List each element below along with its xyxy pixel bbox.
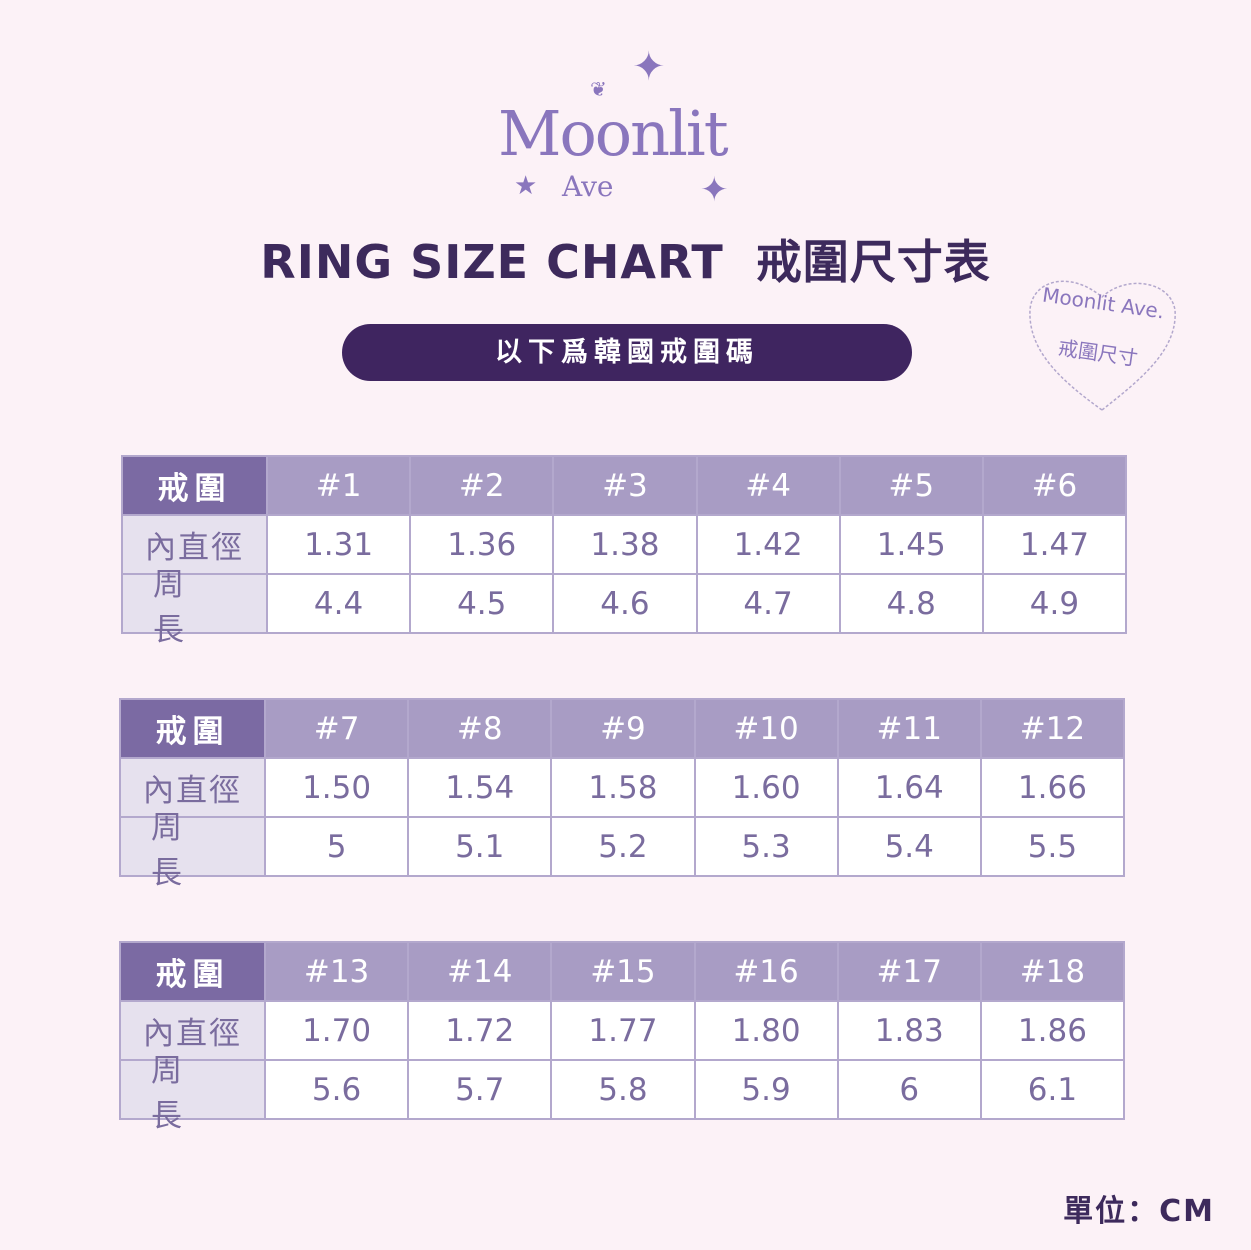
size-header-cell: #1 <box>268 457 410 514</box>
logo-sub: Ave <box>562 170 614 203</box>
diameter-cell: 1.50 <box>266 759 408 816</box>
circumference-cell: 4.8 <box>840 575 982 632</box>
size-header-cell: #8 <box>409 700 551 757</box>
diameter-cell: 1.58 <box>552 759 694 816</box>
heart-outline-icon <box>1029 280 1176 411</box>
row-label-diameter: 內直徑 <box>121 1002 264 1059</box>
circumference-cell: 6.1 <box>981 1061 1123 1118</box>
diameter-cell: 1.80 <box>695 1002 837 1059</box>
star-icon: ★ <box>514 171 538 201</box>
diameter-cell: 1.54 <box>409 759 551 816</box>
size-header-cell: #6 <box>983 457 1125 514</box>
diameter-cell: 1.42 <box>697 516 839 573</box>
row-label-size: 戒圍 <box>123 457 266 514</box>
butterfly-icon: ❦ <box>590 77 607 101</box>
diameter-cell: 1.83 <box>838 1002 980 1059</box>
logo-word: Moonlit <box>498 97 729 170</box>
circumference-cell: 5.2 <box>552 818 694 875</box>
row-label-size: 戒圍 <box>121 943 264 1000</box>
title-en: RING SIZE CHART <box>260 235 724 289</box>
row-label-size: 戒圍 <box>121 700 264 757</box>
size-header-cell: #3 <box>554 457 696 514</box>
size-table-2: 戒圍 #7 #8 #9 #10 #11 #12 內直徑 1.50 1.54 1.58 1.60 1.64… <box>119 698 1125 891</box>
circumference-cell: 5.1 <box>409 818 551 875</box>
circumference-cell: 4.6 <box>554 575 696 632</box>
size-header-cell: #7 <box>266 700 408 757</box>
size-header-cell: #10 <box>695 700 837 757</box>
circumference-cell: 5.9 <box>695 1061 837 1118</box>
circumference-cell: 5.4 <box>838 818 980 875</box>
size-header-cell: #16 <box>695 943 837 1000</box>
size-header-cell: #9 <box>552 700 694 757</box>
circumference-cell: 5.7 <box>409 1061 551 1118</box>
circumference-cell: 4.5 <box>411 575 553 632</box>
diameter-cell: 1.38 <box>554 516 696 573</box>
moonlit-ave-logo: ✦ ✦ ★ ❦ Moonlit Ave <box>490 45 760 215</box>
circumference-cell: 5.8 <box>552 1061 694 1118</box>
circumference-cell: 6 <box>838 1061 980 1118</box>
circumference-cell: 5.3 <box>695 818 837 875</box>
heart-stamp: Moonlit Ave. 戒圍尺寸 <box>1020 265 1185 415</box>
row-label-circumference: 周長 <box>121 810 264 891</box>
row-label-circumference: 周長 <box>121 1053 264 1134</box>
size-header-cell: #11 <box>838 700 980 757</box>
size-header-cell: #2 <box>411 457 553 514</box>
sparkle-icon: ✦ <box>632 44 666 90</box>
korean-size-banner: 以下爲韓國戒圍碼 <box>342 324 912 381</box>
size-header-cell: #4 <box>697 457 839 514</box>
diameter-cell: 1.72 <box>409 1002 551 1059</box>
size-header-cell: #18 <box>981 943 1123 1000</box>
size-header-cell: #12 <box>981 700 1123 757</box>
circumference-cell: 5 <box>266 818 408 875</box>
diameter-cell: 1.64 <box>838 759 980 816</box>
size-header-cell: #17 <box>838 943 980 1000</box>
size-header-cell: #5 <box>840 457 982 514</box>
diameter-cell: 1.66 <box>981 759 1123 816</box>
title-zh: 戒圍尺寸表 <box>755 235 991 289</box>
row-label-diameter: 內直徑 <box>123 516 266 573</box>
size-header-cell: #15 <box>552 943 694 1000</box>
diameter-cell: 1.60 <box>695 759 837 816</box>
row-label-circumference: 周長 <box>123 567 266 648</box>
diameter-cell: 1.45 <box>840 516 982 573</box>
size-table-1: 戒圍 #1 #2 #3 #4 #5 #6 內直徑 1.31 1.36 1.38 1.42 1.45 1.4… <box>121 455 1127 648</box>
sparkle-icon: ✦ <box>700 170 729 210</box>
diameter-cell: 1.36 <box>411 516 553 573</box>
diameter-cell: 1.31 <box>268 516 410 573</box>
size-header-cell: #14 <box>409 943 551 1000</box>
diameter-cell: 1.47 <box>983 516 1125 573</box>
circumference-cell: 4.4 <box>268 575 410 632</box>
circumference-cell: 4.7 <box>697 575 839 632</box>
size-header-cell: #13 <box>266 943 408 1000</box>
diameter-cell: 1.86 <box>981 1002 1123 1059</box>
circumference-cell: 5.6 <box>266 1061 408 1118</box>
circumference-cell: 4.9 <box>983 575 1125 632</box>
diameter-cell: 1.70 <box>266 1002 408 1059</box>
page-title: RING SIZE CHART 戒圍尺寸表 <box>0 226 1251 292</box>
diameter-cell: 1.77 <box>552 1002 694 1059</box>
row-label-diameter: 內直徑 <box>121 759 264 816</box>
unit-label: 單位：CM <box>1063 1194 1215 1229</box>
circumference-cell: 5.5 <box>981 818 1123 875</box>
size-table-3: 戒圍 #13 #14 #15 #16 #17 #18 內直徑 1.70 1.72 1.77 1.80 1… <box>119 941 1125 1134</box>
